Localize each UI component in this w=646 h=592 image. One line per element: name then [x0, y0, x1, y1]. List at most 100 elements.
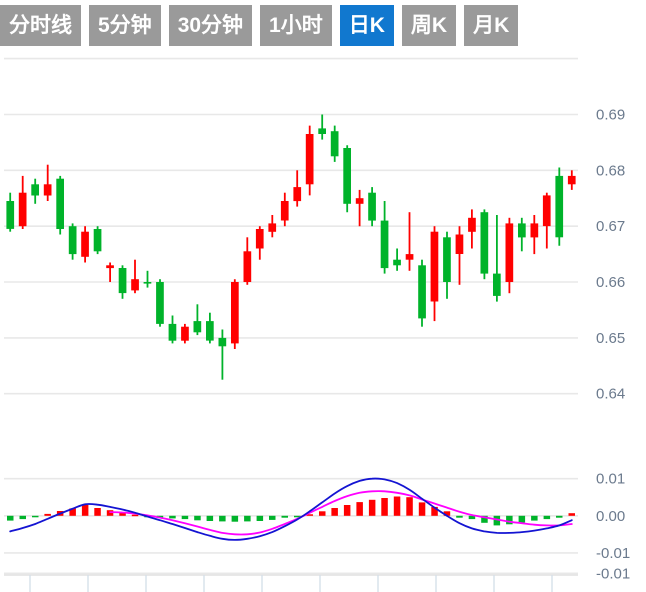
- candle-body: [6, 201, 15, 229]
- candle-body: [243, 251, 252, 282]
- tab-day-k[interactable]: 日K: [339, 5, 394, 46]
- macd-bar: [81, 505, 89, 516]
- macd-histogram: [7, 496, 575, 526]
- macd-bar: [393, 496, 401, 516]
- candle-body: [305, 134, 314, 185]
- macd-bar: [44, 513, 51, 516]
- macd-bar: [106, 510, 114, 516]
- macd-bar: [506, 515, 513, 525]
- candle-body: [405, 254, 414, 260]
- macd-bar: [368, 499, 376, 516]
- candle-body: [555, 175, 564, 238]
- macd-bar: [194, 515, 201, 521]
- candle-body: [418, 265, 426, 319]
- candle-body: [193, 321, 202, 333]
- candle-body: [567, 175, 576, 185]
- candle-body: [181, 326, 189, 341]
- candle-body: [131, 279, 139, 291]
- macd-bar: [343, 505, 351, 516]
- macd-bar: [531, 515, 538, 521]
- candle-body: [280, 201, 289, 221]
- candle-body: [368, 192, 376, 221]
- price-tick-label: 0.66: [596, 274, 625, 291]
- tab-30min[interactable]: 30分钟: [168, 5, 253, 46]
- candle-body: [255, 229, 264, 249]
- macd-bar: [518, 515, 526, 523]
- macd-dea-line: [109, 490, 573, 536]
- candle-body: [493, 273, 501, 296]
- candle-body: [231, 282, 239, 344]
- macd-bar: [94, 508, 101, 516]
- candle-body: [455, 234, 464, 254]
- chart-area[interactable]: 0.69 0.68 0.67 0.66 0.65 0.64 0.01 0.00 -0.01 -0…: [0, 52, 646, 592]
- macd-bar: [7, 515, 14, 521]
- price-tick-label: 0.68: [596, 162, 625, 179]
- candle-body: [43, 184, 52, 196]
- macd-bar: [19, 515, 26, 520]
- candle-body: [343, 148, 351, 204]
- macd-dif-line: [9, 477, 573, 541]
- macd-bar: [381, 498, 388, 516]
- macd-bar: [256, 515, 264, 521]
- macd-bar: [468, 515, 476, 520]
- candle-body: [68, 226, 77, 255]
- macd-bar: [456, 515, 463, 518]
- macd-bar: [319, 511, 326, 516]
- macd-bar: [306, 514, 313, 516]
- tab-week-k[interactable]: 周K: [401, 5, 457, 46]
- tab-5min[interactable]: 5分钟: [89, 5, 161, 46]
- candle-body: [318, 128, 326, 134]
- candle-body: [443, 237, 451, 282]
- macd-bar: [244, 515, 251, 522]
- candle-body: [293, 187, 302, 202]
- macd-axis-labels: 0.01 0.00 -0.01 -0.01: [596, 471, 630, 583]
- tab-month-k[interactable]: 月K: [464, 5, 519, 46]
- macd-tick-label: -0.01: [596, 545, 630, 562]
- price-axis-labels: 0.69 0.68 0.67 0.66 0.65 0.64: [596, 107, 625, 403]
- candle-body: [81, 231, 89, 257]
- candle-body: [355, 198, 364, 204]
- macd-bar: [269, 515, 276, 520]
- x-axis-ticks: [4, 574, 578, 592]
- kline-chart[interactable]: 0.69 0.68 0.67 0.66 0.65 0.64 0.01 0.00 -0.01 -0…: [0, 52, 646, 592]
- price-tick-label: 0.69: [596, 107, 625, 124]
- macd-bar: [431, 506, 438, 516]
- candle-body: [518, 223, 526, 238]
- macd-bar: [69, 508, 76, 516]
- macd-bar: [281, 515, 288, 518]
- candle-body: [156, 282, 164, 324]
- macd-bar: [568, 513, 575, 516]
- macd-bar: [481, 515, 488, 523]
- candle-body: [468, 217, 476, 232]
- candle-body: [206, 321, 214, 341]
- macd-tick-label: 0.00: [596, 508, 625, 525]
- macd-bar: [181, 515, 189, 520]
- price-tick-label: 0.65: [596, 330, 625, 347]
- candle-body: [93, 229, 102, 252]
- macd-bar: [219, 515, 226, 522]
- price-tick-label: 0.64: [596, 386, 625, 403]
- macd-tick-label: 0.01: [596, 471, 625, 488]
- macd-bar: [556, 515, 563, 518]
- candle-body: [218, 337, 227, 347]
- candle-body: [393, 259, 401, 266]
- macd-bar: [356, 502, 363, 516]
- macd-tick-label: -0.01: [596, 565, 630, 582]
- price-gridlines: [4, 57, 578, 395]
- macd-bar: [131, 514, 139, 517]
- macd-bar: [418, 502, 426, 516]
- candle-body: [542, 195, 551, 227]
- tab-timeline[interactable]: 分时线: [0, 5, 81, 46]
- macd-bar: [206, 515, 214, 521]
- macd-bar: [543, 515, 551, 520]
- candle-body: [56, 178, 64, 229]
- candle-body: [31, 184, 39, 196]
- macd-bar: [406, 497, 413, 516]
- macd-bar: [32, 515, 39, 518]
- macd-bar: [169, 515, 176, 519]
- macd-bar: [331, 508, 338, 516]
- timeframe-toolbar: 分时线 5分钟 30分钟 1小时 日K 周K 月K: [0, 0, 646, 52]
- candle-body: [505, 223, 514, 282]
- tab-1hour[interactable]: 1小时: [260, 5, 332, 46]
- candle-body: [143, 282, 152, 284]
